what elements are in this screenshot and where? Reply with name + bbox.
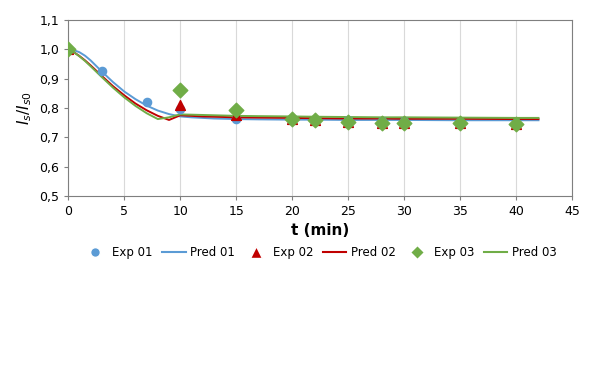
Point (456, 120, 465, 126)
Point (287, 116, 297, 122)
X-axis label: t (min): t (min) (291, 224, 349, 238)
Point (377, 120, 386, 126)
Point (343, 119, 353, 125)
Point (399, 118, 409, 124)
Point (63, 46, 73, 53)
Point (343, 119, 353, 125)
Point (176, 106, 185, 112)
Point (63, 46, 73, 53)
Point (343, 117, 353, 123)
Y-axis label: $I_s/ I_{s0}$: $I_s/ I_{s0}$ (15, 91, 33, 125)
Point (511, 121, 521, 127)
Point (399, 120, 409, 126)
Point (377, 120, 386, 126)
Point (142, 99, 152, 105)
Point (456, 119, 465, 125)
Point (232, 107, 241, 113)
Point (310, 117, 319, 123)
Point (377, 117, 386, 123)
Legend: Exp 01, Pred 01, Exp 02, Pred 02, Exp 03, Pred 03: Exp 01, Pred 01, Exp 02, Pred 02, Exp 03… (79, 242, 561, 264)
Point (287, 116, 297, 122)
Point (232, 116, 241, 122)
Point (97, 68, 107, 74)
Point (232, 112, 241, 118)
Point (63, 46, 73, 53)
Point (511, 121, 521, 127)
Point (176, 87, 185, 93)
Point (287, 116, 297, 122)
Point (399, 120, 409, 126)
Point (310, 117, 319, 123)
Point (176, 102, 185, 108)
Point (456, 120, 465, 126)
Point (511, 120, 521, 126)
Point (310, 117, 319, 123)
